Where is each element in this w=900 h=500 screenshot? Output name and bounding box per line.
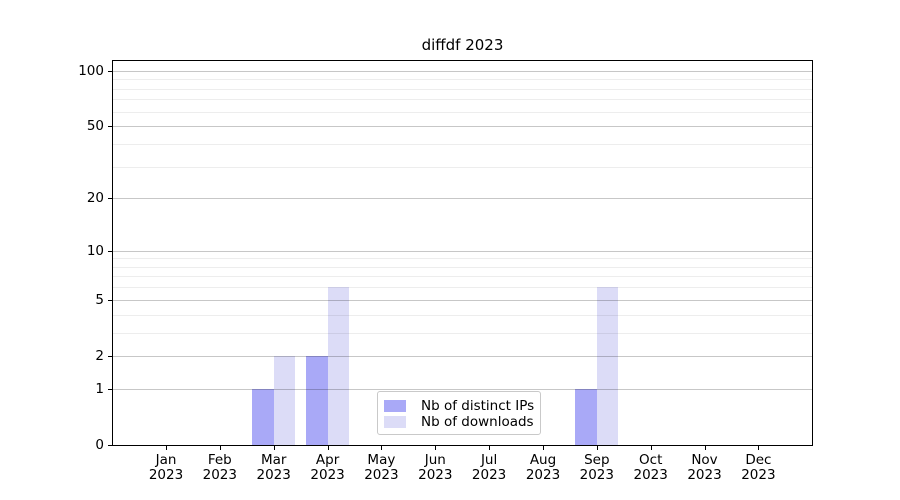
y-axis-tick xyxy=(108,198,112,200)
y-tick-label: 1 xyxy=(95,380,104,397)
x-tick-label: May 2023 xyxy=(364,452,399,483)
x-tick-label: Mar 2023 xyxy=(256,452,291,483)
gridline-minor xyxy=(113,88,812,90)
downloads-swatch xyxy=(384,415,406,428)
gridline-minor xyxy=(113,166,812,168)
x-axis-tick xyxy=(273,446,275,450)
bar-distinct-ips-apr xyxy=(306,355,328,445)
y-axis-tick xyxy=(108,445,112,446)
gridline-minor xyxy=(113,143,812,145)
y-axis-tick xyxy=(108,250,112,252)
y-tick-label: 20 xyxy=(86,190,104,207)
gridline-minor xyxy=(113,287,812,289)
gridline-minor xyxy=(113,79,812,81)
y-axis-tick xyxy=(108,299,112,301)
legend-item-0: Nb of distinct IPs xyxy=(384,397,535,414)
gridline-minor xyxy=(113,314,812,316)
gridline-major xyxy=(113,126,812,128)
y-tick-label: 50 xyxy=(86,118,104,135)
x-axis-tick xyxy=(327,446,329,450)
x-tick-label: Feb 2023 xyxy=(202,452,237,483)
y-axis-tick xyxy=(108,355,112,357)
y-axis-tick xyxy=(108,126,112,128)
legend-label: Nb of distinct IPs xyxy=(421,397,535,414)
x-tick-label: Sep 2023 xyxy=(579,452,614,483)
gridline-minor xyxy=(113,332,812,334)
bar-downloads-sep xyxy=(596,287,619,445)
bar-distinct-ips-sep xyxy=(575,388,597,445)
y-tick-label: 0 xyxy=(95,437,104,453)
x-axis-tick xyxy=(758,446,760,450)
gridline-minor xyxy=(113,266,812,268)
gridline-minor xyxy=(113,258,812,260)
legend: Nb of distinct IPs Nb of downloads xyxy=(377,391,541,435)
y-axis-tick xyxy=(108,70,112,72)
bar-distinct-ips-mar xyxy=(252,388,274,445)
legend-item-1: Nb of downloads xyxy=(384,413,534,430)
y-tick-label: 2 xyxy=(95,347,104,364)
legend-label: Nb of downloads xyxy=(421,413,534,430)
x-axis-tick xyxy=(543,446,544,450)
x-axis-tick xyxy=(596,446,598,450)
x-tick-label: Aug 2023 xyxy=(525,452,561,483)
x-axis-tick xyxy=(704,446,706,450)
gridline-major xyxy=(113,198,812,200)
x-tick-label: Apr 2023 xyxy=(310,452,345,483)
gridline-major xyxy=(113,355,812,357)
gridline-minor xyxy=(113,111,812,113)
y-axis-tick xyxy=(108,388,112,390)
x-tick-label: Nov 2023 xyxy=(687,452,722,483)
x-axis-tick xyxy=(489,446,491,450)
x-axis-tick xyxy=(435,446,437,450)
gridline-major xyxy=(113,299,812,301)
plot-area xyxy=(112,60,813,446)
gridline-major xyxy=(113,70,812,72)
gridline-minor xyxy=(113,99,812,101)
bar-downloads-mar xyxy=(273,355,296,445)
x-axis-tick xyxy=(381,446,383,450)
x-axis-tick xyxy=(650,446,652,450)
x-tick-label: Jan 2023 xyxy=(148,452,184,483)
y-tick-label: 100 xyxy=(78,62,104,79)
y-tick-label: 10 xyxy=(86,242,104,259)
x-tick-label: Oct 2023 xyxy=(633,452,668,483)
x-axis-tick xyxy=(166,446,167,450)
distinct-ips-swatch xyxy=(384,399,406,412)
chart-title: diffdf 2023 xyxy=(421,36,504,54)
y-tick-label: 5 xyxy=(95,291,104,308)
x-tick-label: Jun 2023 xyxy=(418,452,453,483)
gridline-major xyxy=(113,250,812,252)
x-axis-tick xyxy=(219,446,221,450)
x-tick-label: Jul 2023 xyxy=(471,452,507,483)
gridline-minor xyxy=(113,276,812,278)
x-tick-label: Dec 2023 xyxy=(741,452,776,483)
bar-downloads-apr xyxy=(327,287,350,445)
gridline-major xyxy=(113,388,812,390)
